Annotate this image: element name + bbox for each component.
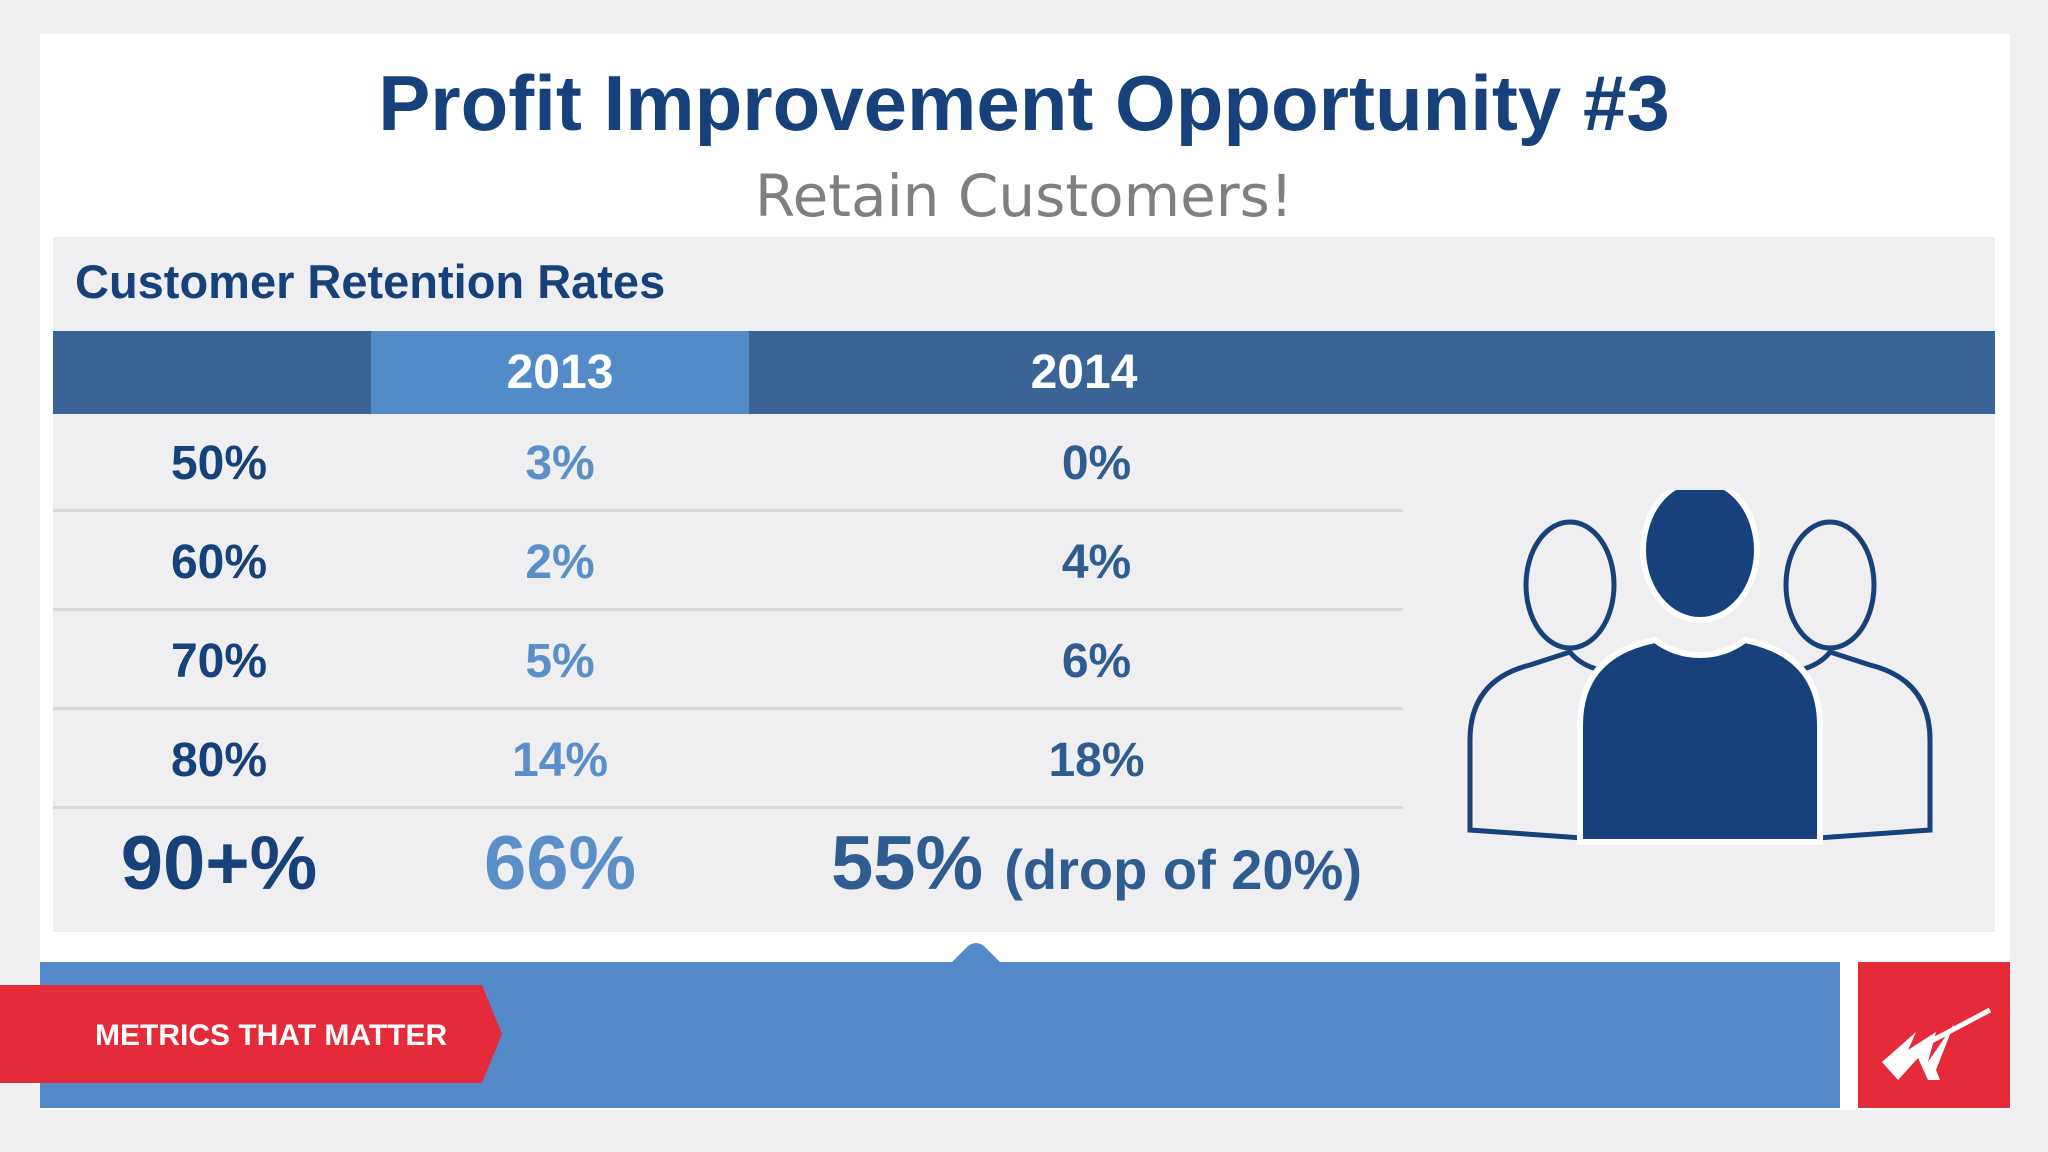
column-header-2014: 2014 (1030, 346, 1138, 399)
row-divider (53, 608, 1403, 611)
ribbon-banner (0, 985, 502, 1083)
table-cell-rate: 80% (170, 734, 268, 787)
table-cell-2014-highlight: 55% (drop of 20%) (749, 804, 1444, 924)
table-cell-2013-highlight: 66% (483, 821, 637, 906)
table-cell-2014: 0% (1061, 437, 1132, 490)
table-cell-2013: 5% (525, 635, 595, 688)
page-title: Profit Improvement Opportunity #3 (378, 59, 1670, 147)
table-cell-2014: 18% (1048, 734, 1145, 787)
table-cell-2014: 4% (1061, 536, 1132, 589)
value-2014: 55% (830, 821, 984, 906)
ribbon-label: METRICS THAT MATTER (95, 1019, 448, 1052)
page-subtitle: Retain Customers! (754, 162, 1294, 230)
table-cell-2013: 2% (525, 536, 595, 589)
column-header-2013: 2013 (506, 346, 614, 399)
table-cell-rate-highlight: 90+% (120, 821, 318, 906)
table-cell-rate: 50% (170, 437, 268, 490)
drop-note: (drop of 20%) (1004, 838, 1362, 901)
row-divider (53, 509, 1403, 512)
company-logo-icon (1858, 962, 2010, 1108)
people-group-icon (1467, 490, 1933, 845)
table-title: Customer Retention Rates (75, 255, 666, 308)
band-pointer (950, 943, 1002, 964)
table-cell-rate: 70% (170, 635, 268, 688)
row-divider (53, 707, 1403, 710)
table-cell-rate: 60% (170, 536, 268, 589)
column-header-rate (53, 331, 371, 414)
table-cell-2013: 3% (525, 437, 595, 490)
table-cell-2013: 14% (511, 734, 609, 787)
table-cell-2014: 6% (1061, 635, 1132, 688)
row-divider (53, 806, 1403, 809)
table-header-2013-highlight (371, 331, 749, 414)
